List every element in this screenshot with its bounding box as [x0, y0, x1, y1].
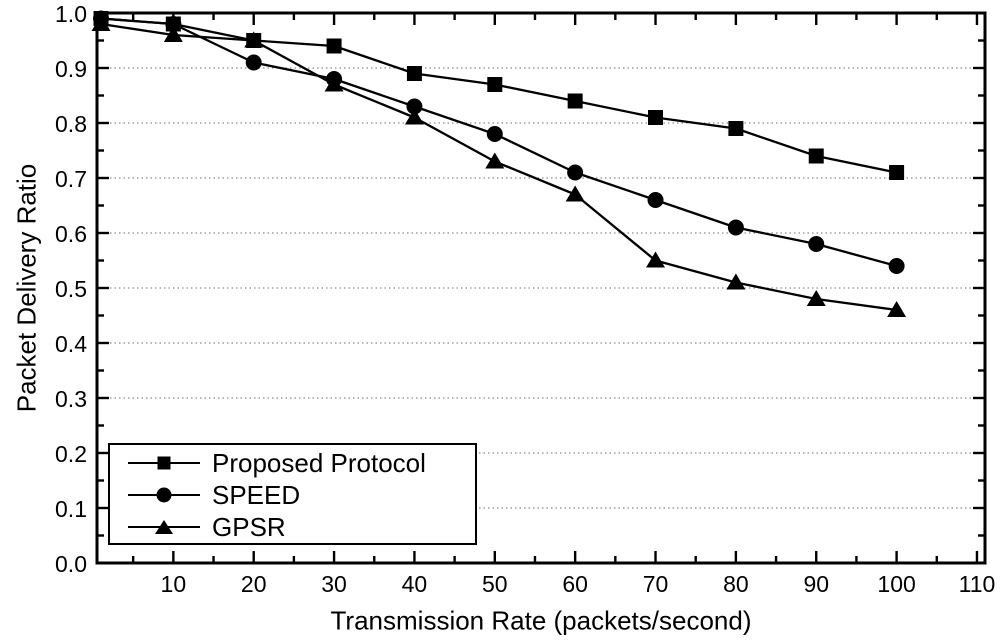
y-tick-label: 0.6 — [55, 221, 87, 247]
legend: Proposed Protocol SPEED GPSR — [108, 443, 477, 545]
series-proposed-protocol — [93, 11, 905, 180]
x-tick-label: 80 — [723, 571, 749, 597]
legend-label: GPSR — [212, 511, 286, 542]
y-axis-title: Packet Delivery Ratio — [11, 163, 42, 413]
y-tick-label: 0.2 — [55, 441, 87, 467]
y-tick-label: 0.7 — [55, 166, 87, 192]
x-axis-title: Transmission Rate (packets/second) — [330, 605, 752, 636]
legend-sample — [128, 518, 200, 536]
circle-marker-icon — [156, 487, 172, 503]
y-tick-label: 0.9 — [55, 56, 87, 82]
x-tick-label: 50 — [482, 571, 508, 597]
x-tick-label: 10 — [161, 571, 187, 597]
x-tick-label: 100 — [877, 571, 915, 597]
y-tick-labels: 0.0 0.1 0.2 0.3 0.4 0.5 0.6 0.7 0.8 0.9 1.0 — [55, 1, 87, 577]
x-tick-labels: 10 20 30 40 50 60 70 80 90 100 110 — [161, 571, 996, 597]
axis-ticks — [97, 11, 985, 565]
square-marker-icon — [157, 456, 171, 470]
y-tick-label: 0.4 — [55, 331, 87, 357]
legend-item-speed: SPEED — [110, 479, 475, 511]
x-tick-label: 30 — [321, 571, 347, 597]
y-tick-label: 1.0 — [55, 1, 87, 27]
y-tick-label: 0.5 — [55, 276, 87, 302]
legend-label: Proposed Protocol — [212, 447, 426, 478]
triangle-marker-icon — [155, 520, 173, 534]
x-tick-label: 20 — [241, 571, 267, 597]
series-speed — [93, 10, 905, 274]
series-gpsr — [91, 15, 907, 317]
y-tick-label: 0.3 — [55, 386, 87, 412]
x-tick-label: 60 — [562, 571, 588, 597]
legend-sample — [128, 454, 200, 472]
legend-item-proposed-protocol: Proposed Protocol — [110, 447, 475, 479]
gridlines — [110, 67, 972, 509]
x-tick-label: 90 — [803, 571, 829, 597]
y-tick-label: 0.8 — [55, 111, 87, 137]
legend-item-gpsr: GPSR — [110, 511, 475, 543]
legend-label: SPEED — [212, 479, 301, 510]
y-tick-label: 0.0 — [55, 551, 87, 577]
x-tick-label: 40 — [402, 571, 428, 597]
y-tick-label: 0.1 — [55, 496, 87, 522]
x-tick-label: 70 — [643, 571, 669, 597]
legend-sample — [128, 486, 200, 504]
x-tick-label: 110 — [959, 571, 996, 597]
